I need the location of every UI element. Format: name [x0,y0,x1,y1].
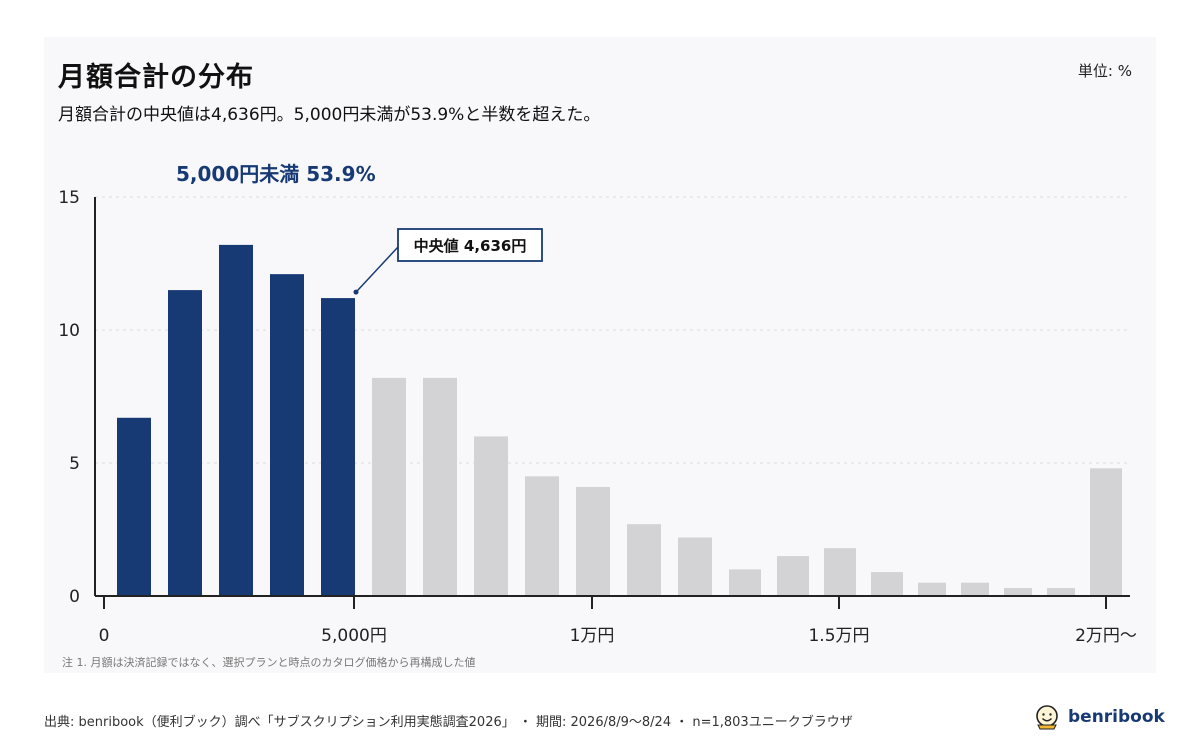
y-tick-label: 10 [58,321,80,341]
histogram-bar [678,537,712,596]
median-leader-line [355,246,399,293]
x-tick-label: 1.5万円 [808,626,869,646]
histogram-bar [1004,588,1032,596]
histogram-bar [961,582,989,596]
x-tick-label: 1万円 [570,626,615,646]
x-tick-label: 5,000円 [321,626,387,646]
histogram-bar [824,548,856,596]
histogram-bar [117,417,151,596]
median-callout-label: 中央値 4,636円 [414,237,527,255]
histogram-bar [777,556,809,596]
y-tick-label: 5 [69,454,80,474]
smiley-face-icon [1036,705,1058,730]
histogram-bar [525,476,559,596]
source-note: 出典: benribook（便利ブック）調べ「サブスクリプション利用実態調査20… [44,715,853,730]
histogram-bar [1047,588,1075,596]
y-tick-label: 0 [69,587,80,607]
histogram-bar [168,290,202,596]
histogram-bar [270,274,304,596]
logo-text: benribook [1068,707,1165,727]
y-tick-label: 15 [58,188,80,208]
histogram-bar [474,436,508,596]
x-tick-label: 0 [99,626,110,646]
chart-title: 月額合計の分布 [58,62,254,93]
footnote: 注 1. 月額は決済記録ではなく、選択プランと時点のカタログ価格から再構成した値 [62,656,476,669]
histogram-bar [1090,468,1122,596]
x-tick-label: 2万円〜 [1075,626,1137,646]
histogram-bar [918,582,946,596]
unit-label: 単位: % [1077,62,1132,80]
chart-subtitle: 月額合計の中央値は4,636円。5,000円未満が53.9%と半数を超えた。 [58,105,601,125]
histogram-bar [372,377,406,596]
histogram-bar [423,377,457,596]
histogram-bar [729,569,761,596]
histogram-bar [871,572,903,596]
histogram-bar [576,486,610,596]
histogram-bar [219,244,253,596]
median-callout-box [397,228,543,262]
histogram-bar [321,298,355,596]
highlight-label: 5,000円未満 53.9% [176,162,376,186]
brand-logo[interactable]: benribook [1034,704,1165,730]
histogram-bar [627,524,661,596]
